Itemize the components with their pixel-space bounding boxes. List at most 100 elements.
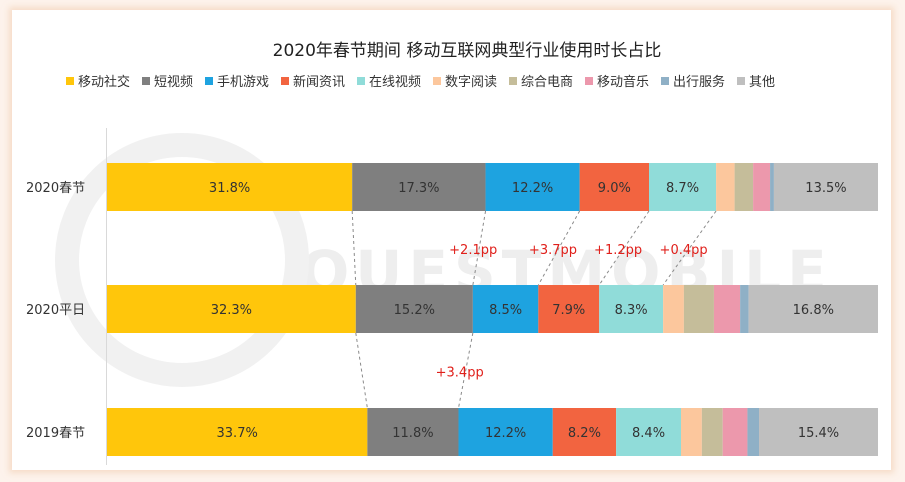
value-label: 31.8%: [209, 181, 250, 196]
connector-line: [458, 332, 474, 409]
connector-line: [537, 210, 581, 286]
category-label: 2019春节: [26, 426, 85, 441]
connector-line: [598, 210, 650, 286]
bar-segment-s65b095fb8d448baf-2: [552, 408, 617, 456]
legend-item-s77ed89c69891: 短视频: [142, 75, 193, 90]
value-label: 16.8%: [793, 303, 834, 318]
bar-segment-s7efc540875355546-2: [701, 408, 723, 456]
legend-label: 数字阅读: [445, 75, 497, 90]
value-label: 8.4%: [632, 426, 665, 441]
value-label: 8.2%: [568, 426, 601, 441]
bar-segment-s77ed89c69891-0: [352, 163, 486, 211]
legend-swatch: [357, 77, 365, 85]
legend-swatch: [281, 77, 289, 85]
legend-swatch: [585, 77, 593, 85]
value-labels-layer: 31.8% 17.3% 12.2% 9.0% 8.7% 13.5% 32.3% 15.2% 8.…: [209, 181, 847, 441]
value-label: 8.7%: [666, 181, 699, 196]
bar-segment-s7efc540875355546-1: [683, 285, 714, 333]
legend-item-s65b095fb8d448baf: 新闻资讯: [281, 74, 345, 90]
bar-segment-s65705b5796058bfb-0: [716, 163, 735, 211]
value-label: 12.2%: [512, 181, 553, 196]
value-label: 7.9%: [552, 303, 585, 318]
bar-segment-s624b673a6e38620f-0: [485, 163, 580, 211]
bar-segment-s51764ed6-2: [759, 408, 878, 456]
annotation-label: +3.7pp: [529, 243, 577, 258]
bar-segment-s65705b5796058bfb-2: [681, 408, 702, 456]
legend-swatch: [142, 77, 150, 85]
value-label: 17.3%: [398, 181, 439, 196]
value-label: 11.8%: [392, 426, 433, 441]
bar-segment-s79fb52a897f34e50-2: [722, 408, 748, 456]
bar-segment-s79fb52a8793e4ea4-0: [107, 163, 353, 211]
legend-label: 其他: [749, 75, 775, 90]
value-label: 15.2%: [394, 303, 435, 318]
value-label: 8.3%: [615, 303, 648, 318]
legend-swatch: [509, 77, 517, 85]
legend-item-s57287ebf89c69891: 在线视频: [357, 75, 421, 90]
bar-segment-s57287ebf89c69891-2: [616, 408, 682, 456]
value-label: 15.4%: [798, 426, 839, 441]
bar-segment-s77ed89c69891-2: [367, 408, 459, 456]
bar-segment-s77ed89c69891-1: [355, 285, 473, 333]
watermark-logo-ring: [55, 133, 309, 387]
legend-item-s624b673a6e38620f: 手机游戏: [205, 75, 269, 90]
chart-title: 2020年春节期间 移动互联网典型行业使用时长占比: [273, 40, 662, 61]
connector-line: [355, 332, 368, 409]
category-labels: 2020春节 2020平日 2019春节: [26, 181, 85, 441]
legend: 移动社交 短视频 手机游戏 新闻资讯 在线视频 数字阅读 综合电商 移动音乐 出行服务 其他: [66, 74, 775, 90]
legend-label: 在线视频: [369, 75, 421, 90]
bar-segment-s51764ed6-1: [748, 285, 878, 333]
legend-item-s79fb52a897f34e50: 移动音乐: [585, 74, 649, 90]
legend-swatch: [661, 77, 669, 85]
annotation-label: +0.4pp: [660, 243, 708, 258]
legend-item-s79fb52a8793e4ea4: 移动社交: [66, 74, 130, 90]
legend-swatch: [433, 77, 441, 85]
connector-line: [472, 210, 487, 286]
bar-segment-s79fb52a897f34e50-0: [753, 163, 771, 211]
bar-segment-s51fa884c670d52a1-0: [770, 163, 774, 211]
bar-segment-s57287ebf89c69891-0: [649, 163, 717, 211]
category-label: 2020平日: [26, 303, 85, 318]
bar-segment-s51fa884c670d52a1-2: [747, 408, 760, 456]
bar-segment-s7efc540875355546-0: [734, 163, 754, 211]
value-label: 12.2%: [485, 426, 526, 441]
legend-swatch: [66, 77, 74, 85]
chart-frame: QUESTMOBILE 2020年春节期间 移动互联网典型行业使用时长占比 移动…: [12, 10, 891, 470]
value-label: 9.0%: [598, 181, 631, 196]
legend-label: 新闻资讯: [293, 74, 345, 90]
bar-segment-s51764ed6-0: [773, 163, 878, 211]
legend-item-s7efc540875355546: 综合电商: [509, 75, 573, 90]
legend-item-s65705b5796058bfb: 数字阅读: [433, 75, 497, 90]
annotations-layer: +2.1pp +3.7pp +1.2pp +0.4pp +3.4pp: [436, 243, 708, 381]
legend-label: 出行服务: [673, 74, 725, 90]
bar-segment-s79fb52a897f34e50-1: [713, 285, 741, 333]
bar-segment-s65b095fb8d448baf-1: [538, 285, 600, 333]
legend-label: 手机游戏: [217, 75, 269, 90]
annotation-label: +2.1pp: [449, 243, 497, 258]
legend-swatch: [205, 77, 213, 85]
bar-segment-s624b673a6e38620f-2: [458, 408, 553, 456]
bar-segment-s79fb52a8793e4ea4-1: [107, 285, 356, 333]
legend-label: 移动音乐: [597, 74, 649, 90]
legend-label: 短视频: [154, 75, 193, 90]
legend-item-s51764ed6: 其他: [737, 75, 775, 90]
legend-label: 综合电商: [521, 75, 573, 90]
value-label: 33.7%: [217, 426, 258, 441]
bar-segment-s57287ebf89c69891-1: [599, 285, 664, 333]
category-label: 2020春节: [26, 181, 85, 196]
value-label: 13.5%: [805, 181, 846, 196]
bar-segment-s79fb52a8793e4ea4-2: [107, 408, 368, 456]
bar-segment-s624b673a6e38620f-1: [472, 285, 539, 333]
bar-segment-s65705b5796058bfb-1: [663, 285, 684, 333]
value-label: 32.3%: [211, 303, 252, 318]
legend-item-s51fa884c670d52a1: 出行服务: [661, 74, 725, 90]
annotation-label: +1.2pp: [594, 243, 642, 258]
connector-line: [351, 210, 357, 286]
legend-swatch: [737, 77, 745, 85]
value-label: 8.5%: [489, 303, 522, 318]
connector-lines: [351, 210, 717, 409]
stacked-bar-chart: QUESTMOBILE 2020年春节期间 移动互联网典型行业使用时长占比 移动…: [26, 40, 878, 465]
legend-label: 移动社交: [78, 74, 130, 90]
bar-segment-s51fa884c670d52a1-1: [740, 285, 749, 333]
annotation-label: +3.4pp: [436, 366, 484, 381]
